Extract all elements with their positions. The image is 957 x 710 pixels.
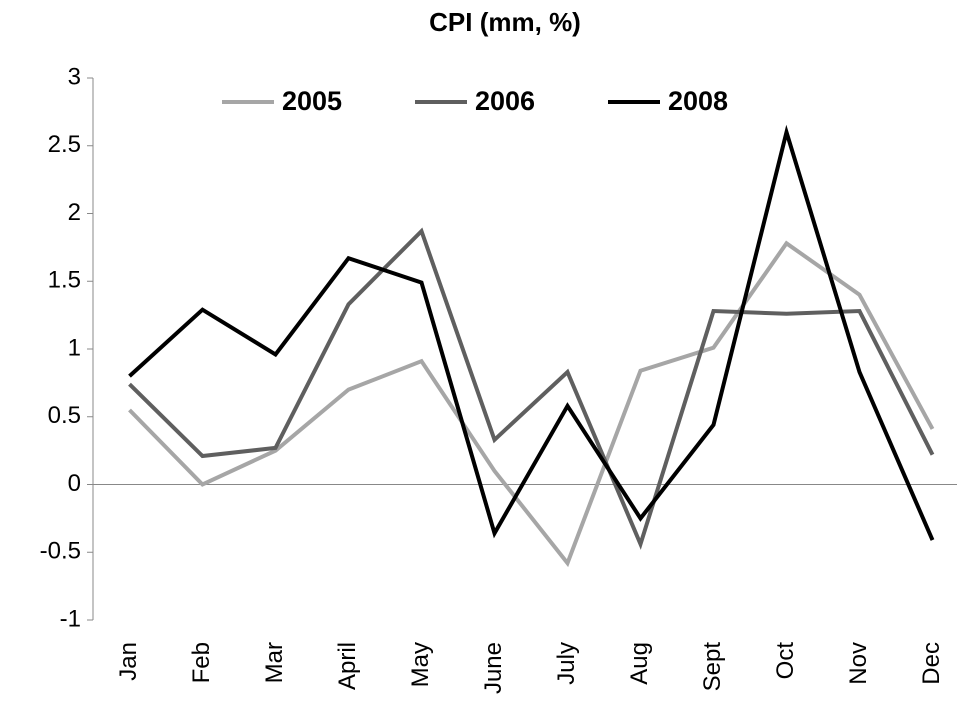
- y-tick-label: -1: [60, 605, 81, 632]
- x-tick-label: May: [407, 642, 434, 687]
- series-line: [128, 227, 935, 550]
- legend-label: 2008: [668, 86, 728, 116]
- x-tick-label: Nov: [845, 642, 872, 685]
- y-tick-label: 0: [68, 470, 81, 497]
- y-tick-label: 3: [68, 63, 81, 90]
- x-tick-label: Jan: [115, 642, 142, 681]
- x-tick-label: Aug: [626, 642, 653, 685]
- x-tick-label: Oct: [772, 642, 799, 680]
- x-tick-label: Sept: [699, 642, 726, 692]
- y-tick-label: -0.5: [40, 538, 81, 565]
- x-tick-label: Mar: [261, 642, 288, 683]
- y-tick-label: 1.5: [48, 267, 81, 294]
- x-tick-label: July: [553, 642, 580, 685]
- y-tick-label: 2: [68, 199, 81, 226]
- chart-title: CPI (mm, %): [429, 7, 581, 37]
- x-tick-label: June: [480, 642, 507, 694]
- x-tick-label: Dec: [918, 642, 945, 685]
- series-line: [128, 124, 935, 541]
- legend-label: 2005: [282, 86, 342, 116]
- x-tick-label: April: [334, 642, 361, 690]
- y-tick-label: 0.5: [48, 402, 81, 429]
- x-tick-label: Feb: [188, 642, 215, 683]
- y-tick-label: 2.5: [48, 131, 81, 158]
- legend-label: 2006: [475, 86, 535, 116]
- y-tick-label: 1: [68, 334, 81, 361]
- series-line: [128, 240, 935, 568]
